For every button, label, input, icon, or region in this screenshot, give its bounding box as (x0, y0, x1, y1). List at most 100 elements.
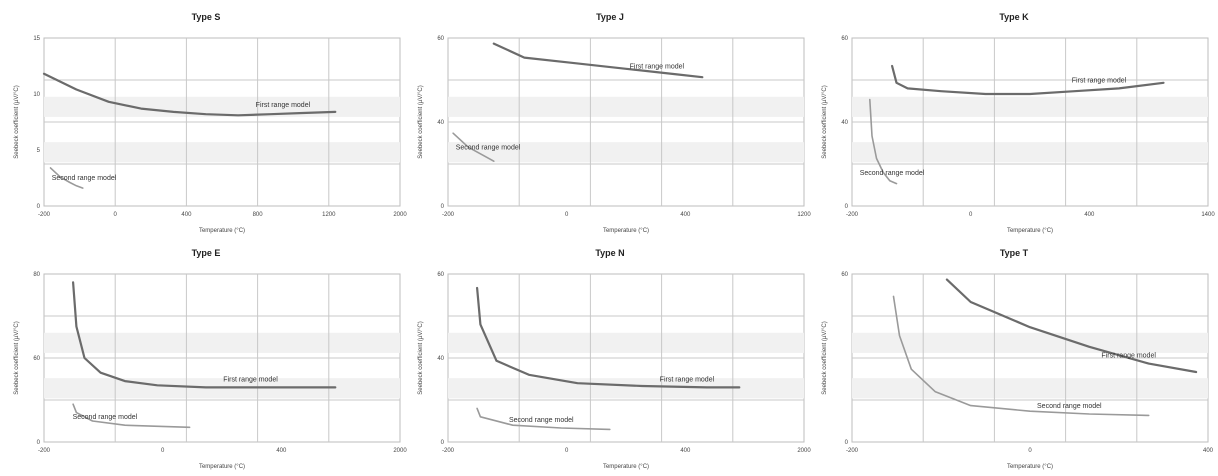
x-tick-label: 0 (969, 212, 973, 218)
x-tick-label: -200 (442, 448, 455, 454)
chart-title: Type J (596, 12, 624, 22)
chart-panel-6: Type T -200 0 400 60 0 Temperature (°C) Seebeck… (812, 240, 1216, 476)
y-tick-label: 0 (37, 440, 41, 446)
chart-panel-4: Type E -200 0 400 2000 80 60 0 Temperature (°C) S… (4, 240, 408, 476)
chart-title: Type K (999, 12, 1029, 22)
x-tick-label: 1200 (797, 212, 811, 218)
y-axis-label: Seebeck coefficient (µV/°C) (822, 321, 828, 394)
x-tick-label: -200 (846, 212, 859, 218)
series-line-second-range (49, 167, 84, 189)
chart-title: Type S (192, 12, 221, 22)
series-line-second-range (892, 295, 1150, 417)
x-tick-label: 2000 (797, 448, 811, 454)
plot-band (448, 142, 804, 163)
x-tick-label: 0 (565, 448, 569, 454)
y-tick-label: 0 (441, 440, 445, 446)
chart-panel-2: Type J -200 0 400 1200 60 40 0 Temperature (°C) S… (408, 4, 812, 240)
series-annotation: Second range model (52, 175, 117, 182)
series-annotation: Second range model (1037, 403, 1102, 410)
chart-panel-1: Type S -200 0 400 800 1200 2000 15 10 5 0 Temperatu… (4, 4, 408, 240)
y-tick-label: 80 (33, 272, 40, 278)
x-tick-label: 400 (181, 212, 192, 218)
series-annotation: First range model (630, 63, 685, 70)
y-axis-label: Seebeck coefficient (µV/°C) (418, 321, 424, 394)
x-tick-label: -200 (846, 448, 859, 454)
x-tick-label: 0 (161, 448, 165, 454)
x-tick-label: 400 (1084, 212, 1095, 218)
plot-band (448, 332, 804, 353)
chart-svg: Type T -200 0 400 60 0 Temperature (°C) Seebeck… (822, 248, 1214, 470)
x-tick-label: 400 (1203, 448, 1214, 454)
chart-title: Type N (595, 248, 624, 258)
x-tick-label: 2000 (393, 212, 407, 218)
y-axis-label: Seebeck coefficient (µV/°C) (822, 85, 828, 158)
plot-band (852, 378, 1208, 399)
series-annotation: Second range model (509, 417, 574, 424)
x-tick-label: -200 (38, 212, 51, 218)
x-tick-label: 0 (114, 212, 118, 218)
x-tick-label: 1400 (1201, 212, 1215, 218)
series-annotation: First range model (1072, 77, 1127, 84)
x-tick-label: 400 (680, 448, 691, 454)
y-tick-label: 60 (33, 356, 40, 362)
x-axis-label: Temperature (°C) (199, 464, 245, 470)
series-line-first-range (945, 278, 1198, 374)
plot-band (44, 142, 400, 163)
plot-band (448, 96, 804, 117)
y-tick-label: 60 (841, 36, 848, 42)
x-axis-label: Temperature (°C) (1007, 228, 1053, 234)
series-line-first-range (71, 281, 337, 389)
series-line-first-range (492, 42, 704, 79)
y-tick-label: 10 (33, 92, 40, 98)
y-tick-label: 40 (841, 120, 848, 126)
series-annotation: Second range model (860, 170, 925, 177)
x-axis-label: Temperature (°C) (199, 228, 245, 234)
chart-panel-5: Type N -200 0 400 2000 60 40 0 Temperature (°C) S… (408, 240, 812, 476)
series-line-second-range (72, 403, 191, 429)
series-annotation: Second range model (73, 414, 138, 421)
x-axis-label: Temperature (°C) (1007, 464, 1053, 470)
series-annotation: First range model (256, 102, 311, 109)
series-annotation: First range model (223, 376, 278, 383)
y-tick-label: 0 (441, 204, 445, 210)
y-tick-label: 15 (33, 36, 40, 42)
plot-band (852, 142, 1208, 163)
series-annotation: First range model (1101, 353, 1156, 360)
x-tick-label: 400 (680, 212, 691, 218)
y-tick-label: 60 (841, 272, 848, 278)
y-tick-label: 5 (37, 148, 41, 154)
x-tick-label: 2000 (393, 448, 407, 454)
plot-band (852, 96, 1208, 117)
x-tick-label: 1200 (322, 212, 336, 218)
series-line-first-range (890, 64, 1165, 96)
y-tick-label: 40 (437, 120, 444, 126)
x-axis-label: Temperature (°C) (603, 228, 649, 234)
series-line-first-range (475, 286, 741, 389)
y-tick-label: 0 (845, 204, 849, 210)
series-line-first-range (42, 72, 337, 117)
series-line-second-range (476, 407, 611, 431)
x-tick-label: 400 (276, 448, 287, 454)
y-axis-label: Seebeck coefficient (µV/°C) (14, 321, 20, 394)
plot-band (44, 332, 400, 353)
y-tick-label: 60 (437, 272, 444, 278)
plot-band (852, 332, 1208, 353)
series-annotation: First range model (660, 376, 715, 383)
x-tick-label: 0 (565, 212, 569, 218)
x-tick-label: 0 (1028, 448, 1032, 454)
plot-band (448, 378, 804, 399)
y-tick-label: 60 (437, 36, 444, 42)
x-tick-label: -200 (442, 212, 455, 218)
series-annotation: Second range model (456, 145, 521, 152)
series-line-second-range (868, 98, 898, 185)
chart-title: Type T (1000, 248, 1029, 258)
series-line-second-range (452, 132, 495, 162)
chart-svg: Type E -200 0 400 2000 80 60 0 Temperature (°C) S… (14, 248, 407, 470)
chart-panel-3: Type K -200 0 400 1400 60 40 0 Temperature (°C) S… (812, 4, 1216, 240)
y-tick-label: 0 (845, 440, 849, 446)
y-axis-label: Seebeck coefficient (µV/°C) (418, 85, 424, 158)
x-axis-label: Temperature (°C) (603, 464, 649, 470)
